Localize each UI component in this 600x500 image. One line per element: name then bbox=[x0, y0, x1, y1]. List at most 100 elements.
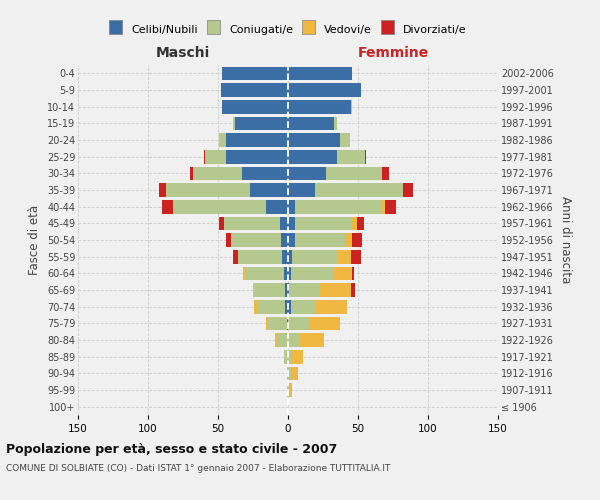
Bar bbox=[280, 216, 288, 230]
Bar bbox=[285, 283, 288, 297]
Bar bbox=[288, 383, 289, 397]
Bar bbox=[288, 166, 326, 180]
Bar bbox=[220, 216, 224, 230]
Bar bbox=[230, 233, 281, 247]
Bar bbox=[326, 166, 382, 180]
Bar bbox=[245, 266, 284, 280]
Bar bbox=[193, 166, 242, 180]
Bar bbox=[235, 116, 288, 130]
Bar bbox=[288, 350, 292, 364]
Bar bbox=[309, 316, 340, 330]
Bar bbox=[288, 100, 351, 114]
Bar bbox=[283, 250, 288, 264]
Bar bbox=[334, 116, 337, 130]
Bar bbox=[233, 250, 238, 264]
Bar bbox=[340, 133, 350, 147]
Bar bbox=[338, 250, 351, 264]
Bar bbox=[351, 283, 355, 297]
Bar bbox=[288, 266, 291, 280]
Bar bbox=[288, 333, 299, 347]
Bar bbox=[288, 183, 314, 197]
Bar bbox=[352, 233, 362, 247]
Text: Popolazione per età, sesso e stato civile - 2007: Popolazione per età, sesso e stato civil… bbox=[6, 442, 337, 456]
Text: COMUNE DI SOLBIATE (CO) - Dati ISTAT 1° gennaio 2007 - Elaborazione TUTTITALIA.I: COMUNE DI SOLBIATE (CO) - Dati ISTAT 1° … bbox=[6, 464, 391, 473]
Bar bbox=[288, 133, 340, 147]
Bar bbox=[320, 283, 351, 297]
Bar bbox=[254, 300, 257, 314]
Bar bbox=[288, 300, 291, 314]
Bar bbox=[299, 333, 325, 347]
Bar bbox=[250, 183, 288, 197]
Bar bbox=[289, 283, 320, 297]
Bar bbox=[382, 166, 389, 180]
Bar bbox=[288, 83, 361, 97]
Bar bbox=[346, 233, 352, 247]
Bar bbox=[382, 200, 385, 213]
Bar bbox=[266, 316, 267, 330]
Bar bbox=[284, 350, 288, 364]
Bar bbox=[285, 300, 288, 314]
Bar bbox=[403, 183, 413, 197]
Y-axis label: Fasce di età: Fasce di età bbox=[28, 205, 41, 275]
Bar bbox=[226, 233, 230, 247]
Bar bbox=[288, 316, 309, 330]
Bar bbox=[287, 383, 288, 397]
Bar bbox=[190, 166, 193, 180]
Bar bbox=[226, 150, 288, 164]
Bar bbox=[288, 283, 289, 297]
Bar bbox=[162, 200, 173, 213]
Bar bbox=[351, 216, 356, 230]
Bar bbox=[314, 183, 403, 197]
Bar bbox=[253, 283, 254, 297]
Bar bbox=[233, 116, 235, 130]
Bar bbox=[365, 150, 367, 164]
Bar bbox=[243, 266, 245, 280]
Bar bbox=[224, 216, 280, 230]
Bar bbox=[385, 200, 396, 213]
Bar bbox=[287, 316, 288, 330]
Bar bbox=[281, 233, 288, 247]
Bar bbox=[257, 300, 285, 314]
Bar bbox=[356, 216, 364, 230]
Bar bbox=[352, 266, 354, 280]
Text: Maschi: Maschi bbox=[156, 46, 210, 60]
Bar bbox=[254, 283, 285, 297]
Bar bbox=[288, 66, 352, 80]
Bar bbox=[337, 150, 365, 164]
Bar bbox=[287, 366, 288, 380]
Bar bbox=[204, 150, 205, 164]
Bar bbox=[226, 133, 288, 147]
Y-axis label: Anni di nascita: Anni di nascita bbox=[559, 196, 572, 284]
Bar bbox=[222, 100, 288, 114]
Bar bbox=[288, 233, 295, 247]
Bar bbox=[295, 216, 351, 230]
Bar bbox=[288, 250, 292, 264]
Bar bbox=[316, 300, 347, 314]
Bar bbox=[288, 116, 334, 130]
Bar bbox=[173, 200, 266, 213]
Bar bbox=[289, 383, 292, 397]
Bar bbox=[291, 300, 316, 314]
Bar bbox=[295, 233, 346, 247]
Bar bbox=[333, 266, 352, 280]
Bar bbox=[295, 200, 382, 213]
Bar bbox=[277, 333, 288, 347]
Bar bbox=[351, 100, 352, 114]
Bar bbox=[288, 216, 295, 230]
Bar bbox=[351, 250, 361, 264]
Bar bbox=[242, 166, 288, 180]
Bar bbox=[220, 133, 226, 147]
Bar bbox=[238, 250, 283, 264]
Bar bbox=[266, 200, 288, 213]
Bar bbox=[205, 150, 226, 164]
Bar bbox=[222, 66, 288, 80]
Text: Femmine: Femmine bbox=[358, 46, 428, 60]
Bar bbox=[284, 266, 288, 280]
Bar bbox=[288, 200, 295, 213]
Bar bbox=[291, 266, 333, 280]
Bar bbox=[288, 150, 337, 164]
Bar bbox=[159, 183, 166, 197]
Legend: Celibi/Nubili, Coniugati/e, Vedovi/e, Divorziati/e: Celibi/Nubili, Coniugati/e, Vedovi/e, Di… bbox=[109, 24, 467, 35]
Bar bbox=[292, 250, 338, 264]
Bar bbox=[292, 350, 304, 364]
